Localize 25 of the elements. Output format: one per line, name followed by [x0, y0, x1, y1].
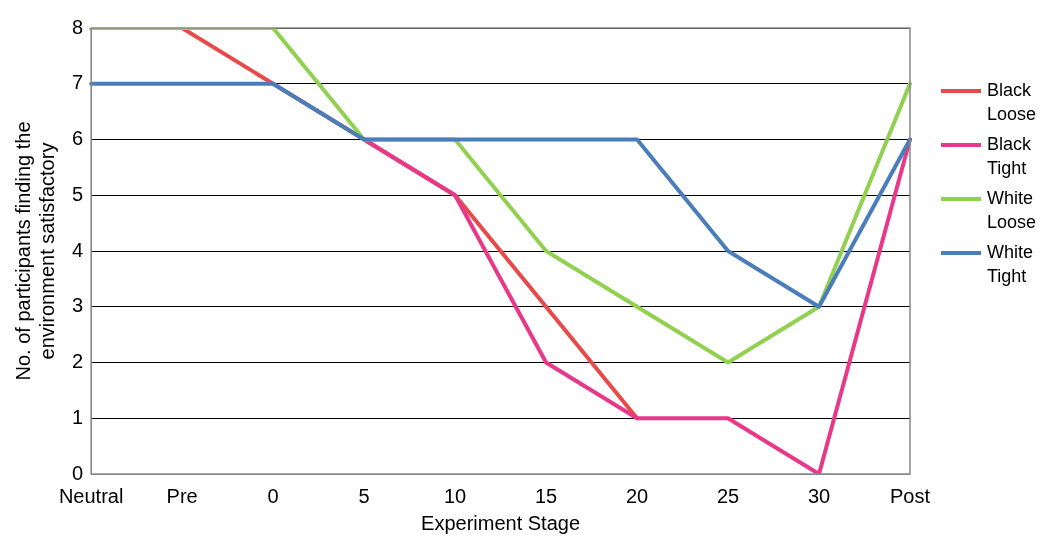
y-tick-label: 4 — [72, 238, 84, 261]
x-tick-label: Post — [889, 484, 931, 507]
x-tick-label: 10 — [443, 484, 467, 507]
legend-label: White Tight — [987, 241, 1034, 288]
legend-label: Black Loose — [987, 79, 1038, 126]
y-tick-label: 1 — [72, 405, 84, 428]
y-tick-label: 5 — [72, 182, 84, 205]
x-tick-label: 5 — [358, 484, 370, 507]
y-tick-label: 7 — [72, 71, 84, 94]
y-tick-label: 6 — [72, 127, 84, 150]
x-tick-label: 0 — [267, 484, 279, 507]
x-tick-label: Pre — [166, 484, 198, 507]
x-tick-label: 15 — [534, 484, 558, 507]
legend-label: White Loose — [987, 187, 1038, 234]
x-tick-label: 25 — [716, 484, 740, 507]
x-tick-label: Neutral — [58, 484, 124, 507]
y-tick-label: 3 — [72, 294, 84, 317]
y-tick-label: 0 — [72, 461, 84, 484]
legend-label: Black Tight — [987, 133, 1032, 180]
y-tick-label: 8 — [72, 15, 84, 38]
x-axis-title: Experiment Stage — [421, 511, 581, 534]
x-tick-label: 20 — [625, 484, 649, 507]
y-tick-label: 2 — [72, 350, 84, 373]
x-tick-label: 30 — [807, 484, 831, 507]
y-axis-title: No. of participants finding the environment satisfactory — [11, 121, 58, 381]
